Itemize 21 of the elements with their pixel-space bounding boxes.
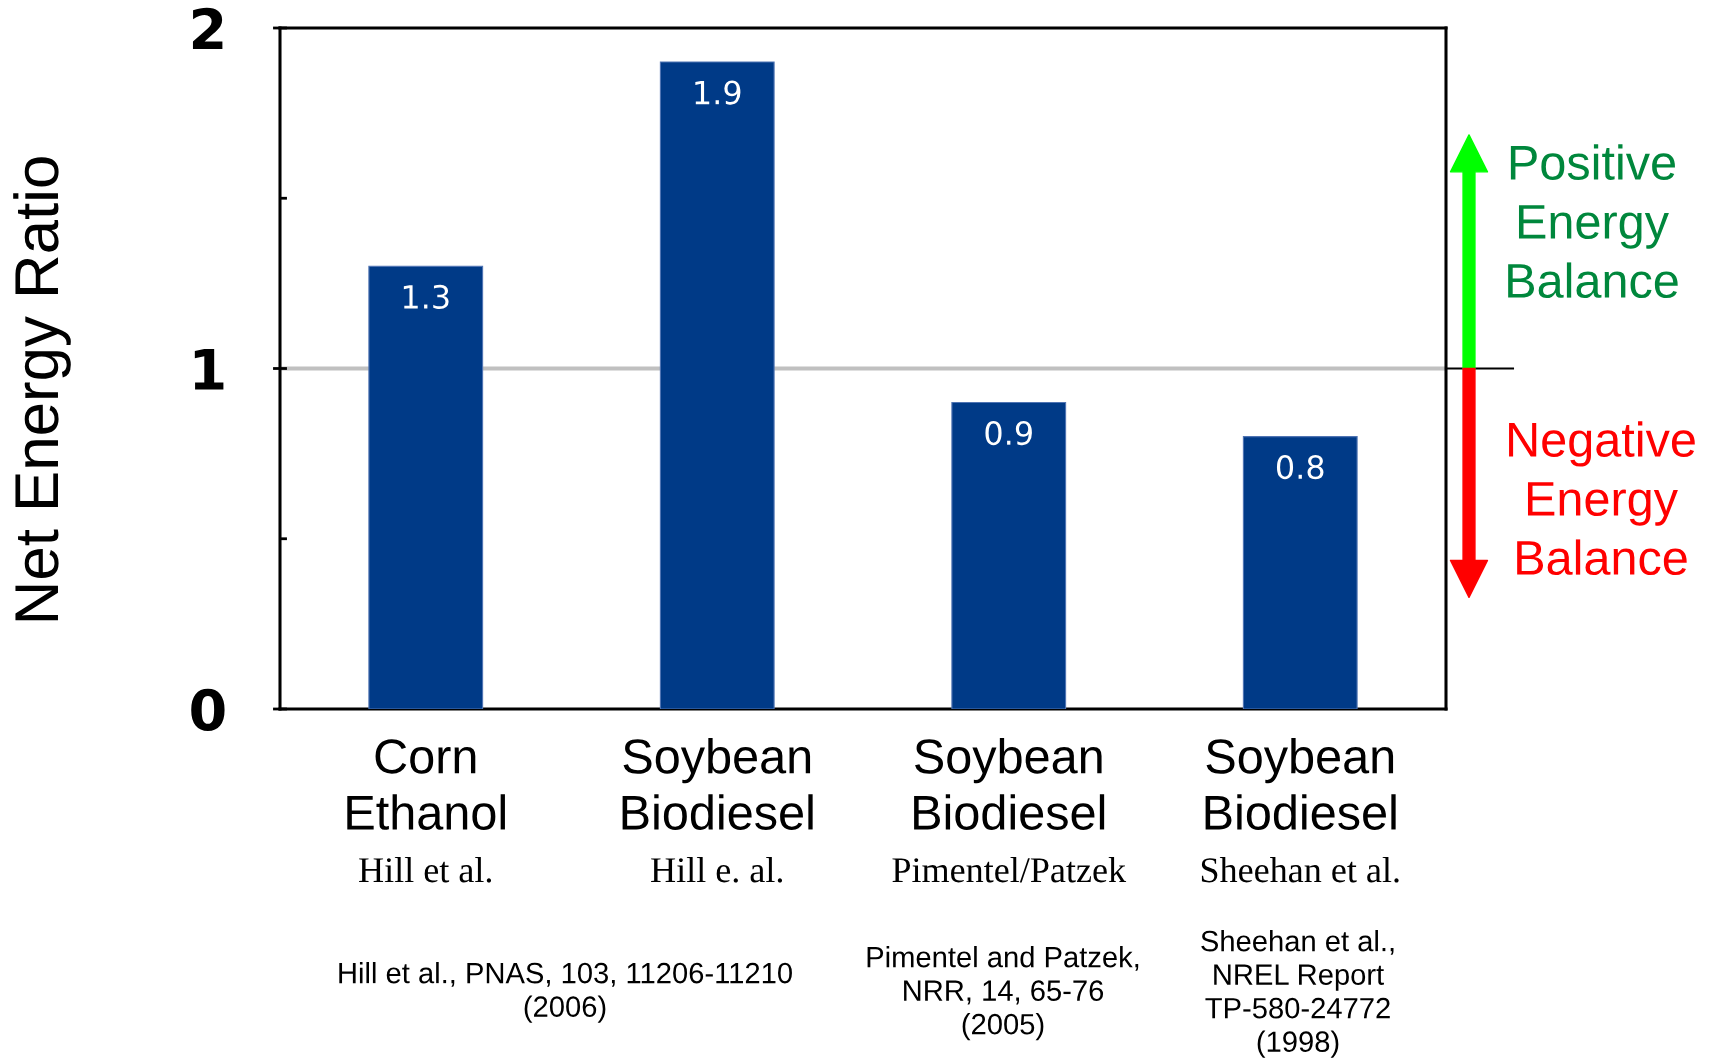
y-tick-label: 2	[192, 7, 223, 50]
x-tick-label: Soybean Biodiesel Sheehan et al.	[1201, 738, 1399, 883]
data-label: 1.9	[695, 80, 741, 105]
y-tick-label: 1	[194, 349, 224, 390]
y-tick-label: 0	[191, 688, 225, 731]
text: Pimentel and Patzek, NRR, 14, 65-76 (2005)	[867, 946, 1139, 1041]
text: Sheehan et al., NREL Report TP-580-24772 (1998)	[1201, 930, 1394, 1058]
x-tick-label: Corn Ethanol Hill et al.	[347, 739, 505, 883]
bar	[951, 401, 1067, 709]
x-tick-label: Soybean Biodiesel Pimentel/Patzek	[892, 738, 1127, 883]
data-label: 1.3	[403, 284, 449, 309]
data-label: 0.8	[1276, 455, 1324, 480]
text: Positive Energy Balance	[1508, 144, 1678, 299]
text: Negative Energy Balance	[1509, 421, 1695, 576]
data-label: 0.9	[985, 420, 1032, 446]
x-tick-label: Soybean Biodiesel Hill e. al.	[622, 738, 813, 883]
bar	[368, 265, 484, 709]
bar	[1242, 436, 1358, 709]
text: Hill et al., PNAS, 103, 11206-11210 (2006)	[339, 962, 792, 1023]
y-axis-title: Net Energy Ratio	[13, 157, 71, 621]
bar	[659, 61, 775, 709]
